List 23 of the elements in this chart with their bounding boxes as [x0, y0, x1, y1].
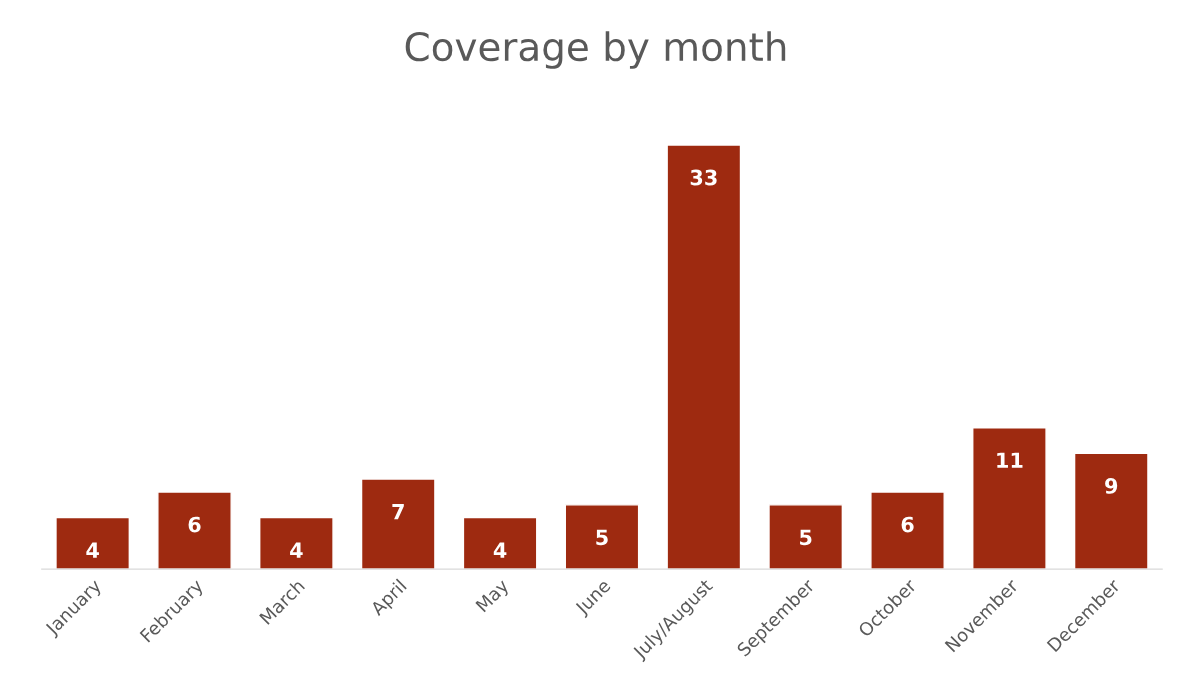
- data-label: 6: [901, 516, 914, 533]
- chart-title: Coverage by month: [405, 31, 786, 69]
- data-label: 9: [1105, 478, 1118, 494]
- data-label: 4: [86, 542, 99, 558]
- bar: [768, 504, 844, 570]
- bar: [55, 516, 131, 570]
- bar: [870, 491, 945, 570]
- bar: [1073, 452, 1149, 570]
- data-label: 4: [290, 542, 303, 558]
- bar: [666, 144, 742, 570]
- bar: [259, 516, 334, 570]
- bar: [972, 427, 1047, 570]
- data-label: 5: [596, 529, 608, 546]
- data-label: 11: [997, 452, 1023, 468]
- bar: [564, 504, 640, 570]
- bar: [157, 491, 232, 570]
- bar: [360, 478, 436, 570]
- data-label: 5: [800, 529, 812, 546]
- data-label: 6: [188, 516, 201, 533]
- bar: [462, 516, 538, 570]
- data-label: 33: [690, 169, 717, 186]
- data-label: 4: [493, 542, 507, 558]
- data-label: 7: [392, 504, 404, 520]
